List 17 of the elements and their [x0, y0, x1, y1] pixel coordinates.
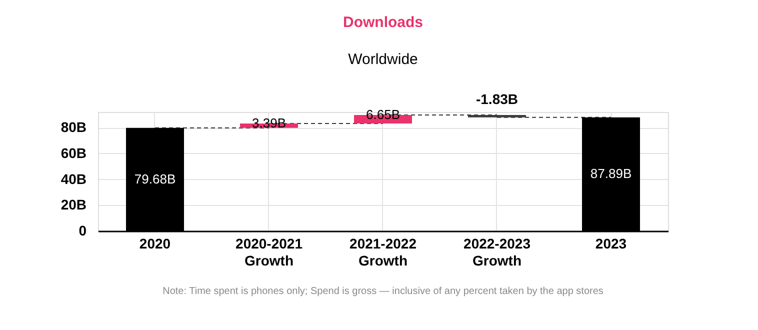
x-tick-label: 2021-2022 Growth — [350, 236, 417, 268]
data-label: 87.89B — [590, 166, 632, 182]
data-label: 3.39B — [252, 116, 286, 131]
annotation: -1.83B — [476, 90, 518, 107]
y-tick-label: 80B — [60, 119, 86, 136]
y-tick-label: 20B — [60, 196, 86, 213]
y-tick-label: 0 — [78, 222, 87, 238]
chart-title: Downloads — [342, 14, 424, 31]
y-tick-label: 40B — [60, 170, 86, 187]
chart-subtitle: Worldwide — [348, 50, 418, 68]
data-label: 79.68B — [134, 171, 176, 186]
text: Note: Time spent is phones only; Spend is gross — inclusive of any percent taken by the app stores — [162, 286, 604, 297]
x-tick-label: 2020-2021 Growth — [236, 236, 303, 268]
x-tick-label: 2023 — [595, 236, 627, 252]
y-tick-label: 60B — [60, 144, 86, 161]
x-tick-label: 2020 — [139, 236, 171, 252]
x-tick-label: 2022-2023 Growth — [464, 236, 531, 268]
